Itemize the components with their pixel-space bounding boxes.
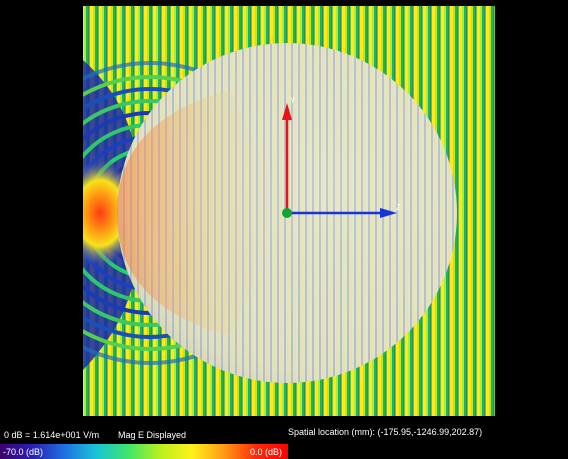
reference-level-text: 0 dB = 1.614e+001 V/m — [4, 430, 100, 440]
colorbar-max-label: 0.0 (dB) — [250, 447, 283, 457]
z-axis-label: Z — [396, 203, 401, 212]
origin-marker — [282, 208, 292, 218]
sphere — [117, 43, 457, 383]
quantity-text: Mag E Displayed — [118, 430, 187, 440]
axes-triad: Y Z — [282, 96, 401, 218]
colorbar — [0, 444, 288, 459]
y-axis-arrowhead — [282, 103, 292, 120]
spatial-location-text: Spatial location (mm): (-175.95,-1246.99… — [288, 427, 483, 437]
y-axis-label: Y — [290, 96, 296, 105]
z-axis-arrowhead — [380, 208, 397, 218]
colorbar-min-label: -70.0 (dB) — [3, 447, 44, 457]
